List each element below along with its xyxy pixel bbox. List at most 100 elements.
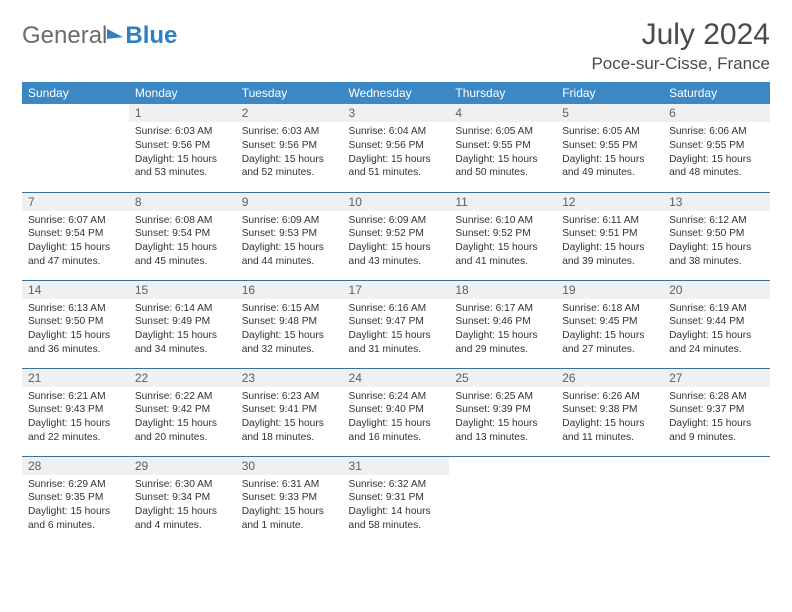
calendar-cell (449, 456, 556, 544)
calendar-cell: 27Sunrise: 6:28 AMSunset: 9:37 PMDayligh… (663, 368, 770, 456)
day-content: Sunrise: 6:04 AMSunset: 9:56 PMDaylight:… (343, 122, 450, 184)
day-number: 29 (129, 457, 236, 475)
calendar-cell: 28Sunrise: 6:29 AMSunset: 9:35 PMDayligh… (22, 456, 129, 544)
weekday-header: Tuesday (236, 82, 343, 104)
day-content: Sunrise: 6:13 AMSunset: 9:50 PMDaylight:… (22, 299, 129, 361)
day-number: 13 (663, 193, 770, 211)
logo-triangle-icon (107, 27, 123, 39)
calendar-cell: 3Sunrise: 6:04 AMSunset: 9:56 PMDaylight… (343, 104, 450, 192)
day-content: Sunrise: 6:03 AMSunset: 9:56 PMDaylight:… (236, 122, 343, 184)
calendar-cell: 22Sunrise: 6:22 AMSunset: 9:42 PMDayligh… (129, 368, 236, 456)
calendar-cell: 13Sunrise: 6:12 AMSunset: 9:50 PMDayligh… (663, 192, 770, 280)
calendar-cell: 10Sunrise: 6:09 AMSunset: 9:52 PMDayligh… (343, 192, 450, 280)
weekday-header: Thursday (449, 82, 556, 104)
day-content: Sunrise: 6:32 AMSunset: 9:31 PMDaylight:… (343, 475, 450, 537)
logo-general: General (22, 22, 107, 50)
weekday-header: Sunday (22, 82, 129, 104)
day-content: Sunrise: 6:29 AMSunset: 9:35 PMDaylight:… (22, 475, 129, 537)
calendar-cell (663, 456, 770, 544)
day-content: Sunrise: 6:28 AMSunset: 9:37 PMDaylight:… (663, 387, 770, 449)
day-number: 3 (343, 104, 450, 122)
day-number: 28 (22, 457, 129, 475)
day-content: Sunrise: 6:18 AMSunset: 9:45 PMDaylight:… (556, 299, 663, 361)
calendar-cell: 19Sunrise: 6:18 AMSunset: 9:45 PMDayligh… (556, 280, 663, 368)
day-content: Sunrise: 6:05 AMSunset: 9:55 PMDaylight:… (556, 122, 663, 184)
calendar-row: 14Sunrise: 6:13 AMSunset: 9:50 PMDayligh… (22, 280, 770, 368)
day-content: Sunrise: 6:05 AMSunset: 9:55 PMDaylight:… (449, 122, 556, 184)
calendar-cell: 21Sunrise: 6:21 AMSunset: 9:43 PMDayligh… (22, 368, 129, 456)
weekday-header: Wednesday (343, 82, 450, 104)
day-number: 7 (22, 193, 129, 211)
calendar-cell: 9Sunrise: 6:09 AMSunset: 9:53 PMDaylight… (236, 192, 343, 280)
day-number: 20 (663, 281, 770, 299)
day-number: 30 (236, 457, 343, 475)
calendar-row: 28Sunrise: 6:29 AMSunset: 9:35 PMDayligh… (22, 456, 770, 544)
day-content: Sunrise: 6:08 AMSunset: 9:54 PMDaylight:… (129, 211, 236, 273)
calendar-cell: 2Sunrise: 6:03 AMSunset: 9:56 PMDaylight… (236, 104, 343, 192)
day-number: 27 (663, 369, 770, 387)
calendar-table: SundayMondayTuesdayWednesdayThursdayFrid… (22, 82, 770, 544)
day-content: Sunrise: 6:26 AMSunset: 9:38 PMDaylight:… (556, 387, 663, 449)
day-content: Sunrise: 6:31 AMSunset: 9:33 PMDaylight:… (236, 475, 343, 537)
day-number: 26 (556, 369, 663, 387)
calendar-cell: 20Sunrise: 6:19 AMSunset: 9:44 PMDayligh… (663, 280, 770, 368)
day-content: Sunrise: 6:09 AMSunset: 9:52 PMDaylight:… (343, 211, 450, 273)
day-number: 24 (343, 369, 450, 387)
day-content: Sunrise: 6:07 AMSunset: 9:54 PMDaylight:… (22, 211, 129, 273)
day-number: 21 (22, 369, 129, 387)
calendar-header-row: SundayMondayTuesdayWednesdayThursdayFrid… (22, 82, 770, 104)
calendar-cell: 26Sunrise: 6:26 AMSunset: 9:38 PMDayligh… (556, 368, 663, 456)
day-content: Sunrise: 6:14 AMSunset: 9:49 PMDaylight:… (129, 299, 236, 361)
day-content: Sunrise: 6:19 AMSunset: 9:44 PMDaylight:… (663, 299, 770, 361)
calendar-cell (22, 104, 129, 192)
day-content: Sunrise: 6:22 AMSunset: 9:42 PMDaylight:… (129, 387, 236, 449)
day-content: Sunrise: 6:06 AMSunset: 9:55 PMDaylight:… (663, 122, 770, 184)
location: Poce-sur-Cisse, France (591, 54, 770, 74)
day-number: 23 (236, 369, 343, 387)
day-number: 4 (449, 104, 556, 122)
month-title: July 2024 (591, 18, 770, 52)
day-number: 6 (663, 104, 770, 122)
day-number: 1 (129, 104, 236, 122)
day-content: Sunrise: 6:12 AMSunset: 9:50 PMDaylight:… (663, 211, 770, 273)
day-number: 22 (129, 369, 236, 387)
calendar-cell: 5Sunrise: 6:05 AMSunset: 9:55 PMDaylight… (556, 104, 663, 192)
day-content: Sunrise: 6:03 AMSunset: 9:56 PMDaylight:… (129, 122, 236, 184)
title-block: July 2024 Poce-sur-Cisse, France (591, 18, 770, 74)
day-number: 2 (236, 104, 343, 122)
day-content: Sunrise: 6:25 AMSunset: 9:39 PMDaylight:… (449, 387, 556, 449)
calendar-cell: 29Sunrise: 6:30 AMSunset: 9:34 PMDayligh… (129, 456, 236, 544)
calendar-cell: 16Sunrise: 6:15 AMSunset: 9:48 PMDayligh… (236, 280, 343, 368)
day-content: Sunrise: 6:15 AMSunset: 9:48 PMDaylight:… (236, 299, 343, 361)
calendar-row: 1Sunrise: 6:03 AMSunset: 9:56 PMDaylight… (22, 104, 770, 192)
day-content: Sunrise: 6:17 AMSunset: 9:46 PMDaylight:… (449, 299, 556, 361)
calendar-cell: 12Sunrise: 6:11 AMSunset: 9:51 PMDayligh… (556, 192, 663, 280)
calendar-row: 21Sunrise: 6:21 AMSunset: 9:43 PMDayligh… (22, 368, 770, 456)
day-number: 15 (129, 281, 236, 299)
weekday-header: Friday (556, 82, 663, 104)
day-number: 10 (343, 193, 450, 211)
calendar-cell: 24Sunrise: 6:24 AMSunset: 9:40 PMDayligh… (343, 368, 450, 456)
day-number: 18 (449, 281, 556, 299)
day-number: 9 (236, 193, 343, 211)
day-content: Sunrise: 6:10 AMSunset: 9:52 PMDaylight:… (449, 211, 556, 273)
weekday-header: Saturday (663, 82, 770, 104)
calendar-cell: 18Sunrise: 6:17 AMSunset: 9:46 PMDayligh… (449, 280, 556, 368)
weekday-header: Monday (129, 82, 236, 104)
calendar-cell: 4Sunrise: 6:05 AMSunset: 9:55 PMDaylight… (449, 104, 556, 192)
calendar-cell: 30Sunrise: 6:31 AMSunset: 9:33 PMDayligh… (236, 456, 343, 544)
day-number: 19 (556, 281, 663, 299)
calendar-cell: 8Sunrise: 6:08 AMSunset: 9:54 PMDaylight… (129, 192, 236, 280)
day-content: Sunrise: 6:11 AMSunset: 9:51 PMDaylight:… (556, 211, 663, 273)
calendar-cell (556, 456, 663, 544)
day-number: 14 (22, 281, 129, 299)
day-number: 25 (449, 369, 556, 387)
day-content: Sunrise: 6:21 AMSunset: 9:43 PMDaylight:… (22, 387, 129, 449)
calendar-cell: 25Sunrise: 6:25 AMSunset: 9:39 PMDayligh… (449, 368, 556, 456)
calendar-cell: 17Sunrise: 6:16 AMSunset: 9:47 PMDayligh… (343, 280, 450, 368)
logo: General Blue (22, 18, 177, 50)
calendar-cell: 14Sunrise: 6:13 AMSunset: 9:50 PMDayligh… (22, 280, 129, 368)
calendar-cell: 1Sunrise: 6:03 AMSunset: 9:56 PMDaylight… (129, 104, 236, 192)
logo-blue: Blue (125, 22, 177, 50)
day-number: 12 (556, 193, 663, 211)
